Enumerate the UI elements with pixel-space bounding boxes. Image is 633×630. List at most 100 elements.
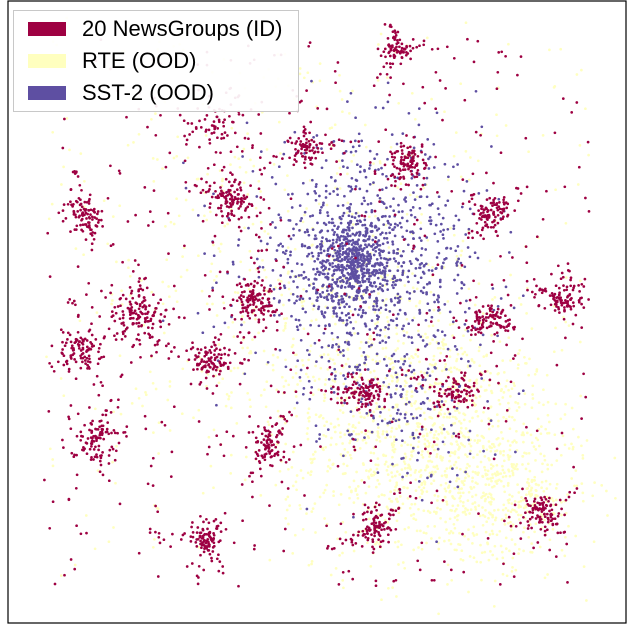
scatter-point: [479, 234, 483, 237]
scatter-point: [264, 304, 268, 308]
scatter-point: [228, 348, 231, 352]
scatter-point: [183, 316, 186, 320]
scatter-point: [475, 533, 479, 536]
scatter-point: [293, 247, 297, 251]
scatter-point: [570, 406, 574, 410]
scatter-point: [341, 247, 345, 251]
scatter-point: [366, 541, 369, 545]
scatter-point: [275, 328, 279, 332]
scatter-point: [301, 155, 305, 158]
scatter-point: [333, 430, 337, 434]
scatter-point: [441, 456, 445, 459]
scatter-point: [406, 162, 410, 166]
scatter-point: [300, 144, 304, 148]
scatter-point: [81, 229, 85, 233]
scatter-point: [517, 552, 520, 555]
scatter-point: [406, 466, 410, 470]
scatter-point: [404, 183, 408, 186]
scatter-point: [421, 456, 425, 459]
scatter-point: [356, 365, 360, 369]
scatter-point: [355, 297, 359, 300]
scatter-point: [195, 184, 198, 188]
scatter-point: [391, 242, 395, 246]
scatter-point: [509, 528, 513, 532]
scatter-point: [424, 248, 428, 251]
scatter-point: [375, 302, 378, 305]
scatter-point: [129, 303, 133, 306]
scatter-point: [377, 271, 380, 275]
scatter-point: [356, 332, 360, 335]
scatter-point: [238, 181, 242, 184]
scatter-point: [323, 393, 326, 396]
scatter-point: [541, 134, 545, 137]
scatter-point: [339, 453, 343, 456]
scatter-point: [517, 405, 521, 409]
scatter-point: [491, 310, 495, 314]
scatter-point: [314, 237, 318, 240]
scatter-point: [395, 166, 399, 170]
scatter-point: [48, 447, 52, 451]
scatter-point: [384, 308, 388, 312]
scatter-point: [97, 357, 101, 361]
scatter-point: [449, 508, 452, 512]
scatter-point: [295, 222, 298, 226]
scatter-point: [411, 318, 414, 322]
scatter-point: [360, 376, 364, 380]
scatter-point: [279, 152, 282, 155]
scatter-point: [367, 345, 371, 348]
scatter-point: [379, 306, 383, 310]
scatter-point: [448, 310, 452, 314]
scatter-point: [371, 284, 374, 288]
scatter-point: [196, 311, 200, 315]
scatter-point: [407, 152, 410, 156]
scatter-point: [377, 218, 381, 222]
scatter-point: [229, 303, 232, 307]
scatter-point: [443, 469, 447, 473]
scatter-point: [73, 358, 76, 361]
scatter-point: [237, 275, 241, 279]
scatter-point: [464, 233, 468, 236]
scatter-point: [497, 398, 501, 402]
scatter-point: [186, 156, 190, 160]
scatter-point: [498, 340, 502, 343]
scatter-point: [480, 125, 484, 129]
scatter-point: [348, 234, 352, 238]
scatter-point: [508, 549, 511, 553]
scatter-point: [74, 303, 77, 307]
scatter-point: [196, 214, 200, 217]
scatter-point: [352, 327, 355, 330]
scatter-point: [351, 375, 354, 379]
scatter-point: [396, 312, 400, 316]
scatter-point: [441, 423, 445, 427]
scatter-point: [68, 298, 72, 301]
scatter-point: [482, 410, 485, 414]
scatter-point: [324, 435, 328, 438]
scatter-point: [476, 159, 480, 163]
scatter-point: [453, 386, 457, 390]
scatter-point: [491, 522, 495, 526]
scatter-point: [419, 529, 422, 533]
scatter-point: [242, 336, 246, 339]
scatter-point: [201, 188, 205, 192]
scatter-point: [310, 562, 313, 566]
scatter-point: [128, 294, 132, 297]
scatter-point: [280, 312, 283, 316]
scatter-point: [561, 275, 565, 279]
scatter-point: [83, 355, 87, 359]
scatter-point: [317, 254, 320, 258]
scatter-point: [401, 327, 404, 331]
scatter-point: [284, 421, 287, 425]
scatter-point: [312, 146, 315, 150]
scatter-point: [321, 264, 325, 268]
scatter-point: [356, 240, 359, 244]
scatter-point: [352, 515, 355, 519]
scatter-point: [455, 254, 459, 258]
scatter-point: [170, 350, 173, 353]
scatter-point: [456, 485, 460, 489]
scatter-point: [446, 199, 450, 203]
scatter-point: [270, 289, 273, 293]
scatter-point: [339, 431, 342, 435]
scatter-point: [294, 365, 298, 368]
scatter-point: [197, 408, 201, 412]
scatter-point: [431, 324, 435, 328]
